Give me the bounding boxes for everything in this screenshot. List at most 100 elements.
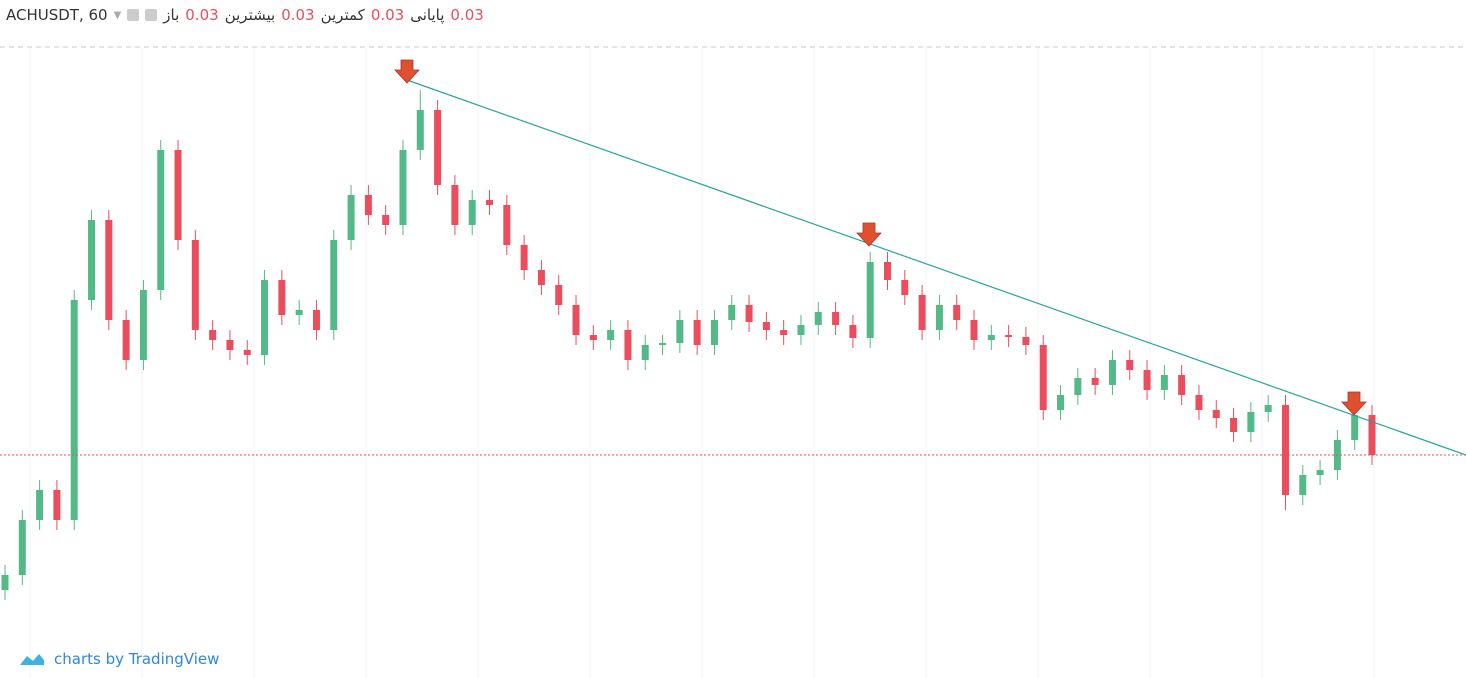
high-value: 0.03 <box>281 6 315 24</box>
candle-body <box>70 300 78 520</box>
candle-body <box>710 320 718 345</box>
candle-body <box>347 195 355 240</box>
close-label: پایانی <box>410 6 445 24</box>
candle-body <box>883 262 891 280</box>
candle-body <box>105 220 113 320</box>
candle-body <box>537 270 545 285</box>
candle-body <box>676 320 684 343</box>
candle-body <box>53 490 61 520</box>
open-label: باز <box>163 6 180 24</box>
candle-body <box>295 310 303 315</box>
candle-body <box>1351 415 1359 440</box>
low-value: 0.03 <box>370 6 405 24</box>
candle-body <box>1143 370 1151 390</box>
high-label: بیشترین <box>224 6 276 24</box>
candle-body <box>1108 360 1116 385</box>
candle-body <box>970 320 978 340</box>
candle-body <box>918 295 926 330</box>
dropdown[interactable]: ▼ <box>113 9 122 21</box>
candle-body <box>1057 395 1065 410</box>
candle-body <box>728 305 736 320</box>
candle-body <box>312 310 320 330</box>
open-value: 0.03 <box>185 6 219 24</box>
attribution-text: charts by TradingView <box>54 650 220 668</box>
candle-body <box>1022 337 1030 345</box>
candle-body <box>901 280 909 295</box>
candle-body <box>399 150 407 225</box>
candle-body <box>745 305 753 322</box>
candle-body <box>953 305 961 320</box>
candle-body <box>330 240 338 330</box>
candle-body <box>814 312 822 325</box>
candle-body <box>1039 345 1047 410</box>
candle-body <box>226 340 234 350</box>
candle-body <box>451 185 459 225</box>
attribution[interactable]: charts by TradingView <box>18 650 219 668</box>
candle-body <box>624 330 632 360</box>
candle-body <box>693 320 701 345</box>
candle-body <box>832 312 840 325</box>
candle-body <box>659 343 667 345</box>
candle-body <box>1005 335 1013 337</box>
candle-body <box>520 245 528 270</box>
arrows <box>394 59 1367 416</box>
candle-body <box>1178 375 1186 395</box>
candle-body <box>209 330 217 340</box>
candle-body <box>503 205 511 245</box>
arrow <box>394 59 420 84</box>
candle-body <box>364 195 372 215</box>
candle-body <box>572 305 580 335</box>
candle-body <box>468 200 476 225</box>
candle-body <box>1264 405 1272 412</box>
candle-body <box>987 335 995 340</box>
candle-body <box>1230 418 1238 432</box>
candle-body <box>122 320 130 360</box>
low-label: کمترین <box>320 6 365 24</box>
candle-body <box>797 325 805 335</box>
close-value: 0.03 <box>450 6 484 24</box>
candle-body <box>849 325 857 338</box>
candle-body <box>88 220 96 300</box>
logo <box>20 654 44 665</box>
candle-body <box>1247 412 1255 432</box>
candle-body <box>1126 360 1134 370</box>
candle-body <box>1299 475 1307 495</box>
candle-body <box>382 215 390 225</box>
candle-body <box>243 350 251 355</box>
candle-body <box>1091 378 1099 385</box>
candle-body <box>139 290 147 360</box>
candle-body <box>607 330 615 340</box>
candle-body <box>261 280 269 355</box>
settings-icon[interactable] <box>145 9 158 21</box>
candle-body <box>1212 410 1220 418</box>
candle-body <box>36 490 44 520</box>
candle-body <box>18 520 26 575</box>
candle-body <box>1074 378 1082 395</box>
candle-body <box>589 335 597 340</box>
symbol: ACHUSDT, 60 <box>6 6 108 24</box>
candle-body <box>1316 470 1324 475</box>
candle-body <box>486 200 494 205</box>
candle-body <box>174 150 182 240</box>
candle-body <box>780 330 788 335</box>
candle-body <box>641 345 649 360</box>
arrow <box>1341 391 1367 416</box>
candle-body <box>1195 395 1203 410</box>
candle-body <box>278 280 286 315</box>
trend-line <box>406 79 1466 456</box>
legend-header: ACHUSDT, 60 ▼ باز 0.03 بیشترین 0.03 کمتر… <box>6 6 484 24</box>
candle-body <box>1368 415 1376 455</box>
visibility-icon[interactable] <box>127 9 140 21</box>
candles <box>1 90 1376 600</box>
candle-body <box>1160 375 1168 390</box>
candle-body <box>866 262 874 338</box>
candle-body <box>416 110 424 150</box>
grid <box>29 48 1375 678</box>
candle-body <box>762 322 770 330</box>
candle-body <box>935 305 943 330</box>
candle-body <box>434 110 442 185</box>
candle-body <box>1281 405 1289 495</box>
candle-body <box>1 575 9 590</box>
